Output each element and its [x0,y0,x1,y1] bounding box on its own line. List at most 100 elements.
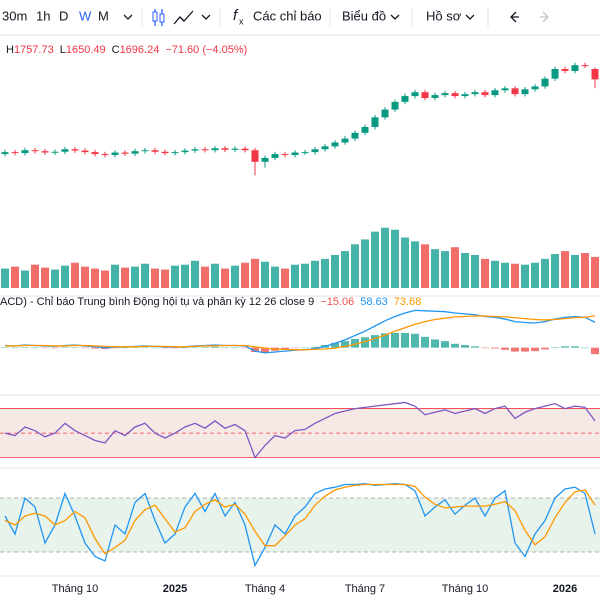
candle-body [181,150,189,153]
histogram-bar [561,346,569,348]
candle-body [381,109,389,118]
volume-bar [511,263,519,288]
volume-bar [371,231,379,288]
interval[interactable]: D [59,8,68,23]
volume-bar [21,270,29,288]
volume-bar [381,227,389,288]
histogram-bar [391,332,399,348]
volume-bar [41,267,49,288]
histogram-bar [591,347,599,355]
band [0,408,600,458]
histogram-bar [401,332,409,348]
fx-icon[interactable]: x [239,16,244,26]
histogram-bar [1,347,9,348]
chevron[interactable] [390,14,400,20]
fx-icon[interactable]: f [233,7,239,24]
x-tick-label: 2025 [163,583,187,595]
candle-body [191,149,199,151]
candle-body [581,65,589,67]
volume-bar [351,244,359,288]
candle-body [451,93,459,97]
histogram-bar [531,347,539,352]
interval[interactable]: M [98,8,109,23]
x-tick-label: Tháng 10 [442,583,488,595]
candle-body [491,90,499,96]
volume-bar [301,263,309,288]
legend-value: 1757.73 [14,44,54,56]
volume-bar [361,239,369,288]
histogram-bar [191,347,199,348]
volume-bar [441,251,449,288]
candle-body [441,93,449,96]
candle-body [331,142,339,147]
histogram-bar [231,347,239,349]
candle-body [431,95,439,98]
redo[interactable] [540,11,549,23]
histogram-bar [581,347,589,349]
candle-body [21,150,29,154]
volume-bar [311,260,319,288]
histogram-bar [221,347,229,349]
volume-bar [281,268,289,288]
candle-body [531,86,539,90]
interval[interactable]: 1h [36,8,50,23]
histogram-bar [141,347,149,348]
interval[interactable]: W [79,8,92,23]
chevron[interactable] [123,14,133,20]
histogram-bar [571,346,579,348]
chevron[interactable] [201,14,211,20]
histogram-bar [91,347,99,349]
candle-body [281,154,289,156]
line-icon[interactable] [173,10,194,25]
histogram-bar [421,336,429,348]
histogram-bar [351,339,359,348]
histogram-bar [51,347,59,349]
histogram-bar [241,347,249,349]
histogram-bar [431,339,439,348]
candle-body [251,150,259,162]
volume-bar [91,268,99,288]
volume-bar [151,268,159,288]
profile-menu[interactable]: Hồ sơ [426,8,462,23]
volume-bar [481,258,489,288]
candle-body [551,69,559,79]
volume-bar [111,264,119,288]
indicator-line [5,315,596,351]
volume-bar [171,265,179,288]
chart-menu[interactable]: Biểu đồ [342,8,386,23]
histogram-bar [451,343,459,348]
histogram-bar [301,347,309,349]
legend-value: 1650.49 [66,44,106,56]
histogram-bar [211,346,219,348]
histogram-bar [491,347,499,349]
chevron[interactable] [465,14,475,20]
indicator-value: 73.68 [394,296,422,308]
histogram-bar [281,347,289,350]
candle-body [501,88,509,91]
histogram-bar [481,347,489,349]
volume-bar [161,269,169,288]
histogram-bar [511,347,519,352]
indicators-button[interactable]: Các chỉ báo [253,8,322,23]
indicator-value: −15.06 [320,296,354,308]
candle-body [421,92,429,98]
candle-body [411,92,419,97]
histogram-bar [81,347,89,349]
volume-bar [331,254,339,288]
candle-icon[interactable] [152,9,165,26]
candle-body [371,117,379,127]
interval[interactable]: 30m [2,8,27,23]
candle-body [1,152,9,155]
undo[interactable] [510,11,519,23]
candle-body [361,127,369,133]
candle-body [241,148,249,151]
histogram-bar [111,347,119,349]
candle-body [11,152,19,154]
candle-body [301,152,309,154]
volume-bar [241,262,249,288]
histogram-bar [21,347,29,348]
candle-body [211,148,219,151]
indicator-value: 58.63 [360,296,388,308]
volume-bar [81,266,89,288]
indicator-legend: ACD) - Chỉ báo Trung bình Động hội tụ và… [0,296,421,308]
